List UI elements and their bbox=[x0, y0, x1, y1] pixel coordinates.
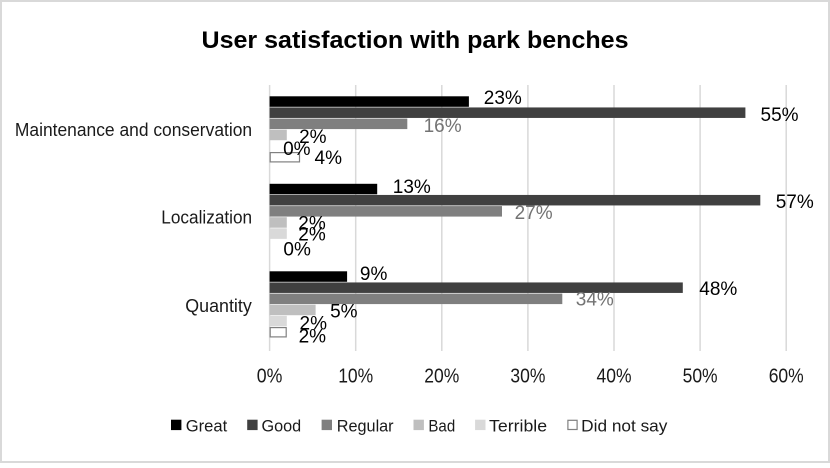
svg-text:Great: Great bbox=[186, 416, 228, 435]
svg-text:Terrible: Terrible bbox=[489, 416, 547, 435]
svg-text:4%: 4% bbox=[315, 148, 343, 169]
svg-text:20%: 20% bbox=[424, 366, 459, 388]
svg-text:2%: 2% bbox=[298, 225, 326, 246]
svg-text:55%: 55% bbox=[761, 105, 799, 126]
svg-text:Did not say: Did not say bbox=[581, 416, 668, 435]
svg-text:40%: 40% bbox=[597, 366, 632, 388]
svg-text:Bad: Bad bbox=[428, 416, 455, 435]
svg-text:16%: 16% bbox=[424, 116, 462, 137]
svg-text:48%: 48% bbox=[699, 279, 737, 300]
svg-text:2%: 2% bbox=[298, 214, 326, 235]
svg-text:0%: 0% bbox=[283, 240, 311, 261]
svg-text:27%: 27% bbox=[515, 203, 553, 224]
svg-text:2%: 2% bbox=[299, 326, 327, 347]
svg-text:50%: 50% bbox=[683, 366, 718, 388]
svg-text:23%: 23% bbox=[484, 88, 522, 109]
svg-text:User satisfaction with park be: User satisfaction with park benches bbox=[202, 27, 629, 54]
svg-text:Good: Good bbox=[262, 416, 302, 435]
svg-text:Localization: Localization bbox=[161, 207, 252, 227]
svg-text:2%: 2% bbox=[300, 314, 328, 335]
svg-text:5%: 5% bbox=[330, 301, 358, 322]
svg-text:60%: 60% bbox=[769, 366, 804, 388]
svg-text:0%: 0% bbox=[257, 366, 283, 388]
svg-text:2%: 2% bbox=[299, 127, 327, 148]
svg-text:13%: 13% bbox=[393, 177, 431, 198]
svg-text:Maintenance and conservation: Maintenance and conservation bbox=[15, 120, 252, 140]
svg-text:9%: 9% bbox=[360, 264, 388, 285]
svg-text:Regular: Regular bbox=[337, 416, 394, 435]
svg-text:30%: 30% bbox=[510, 366, 545, 388]
svg-text:Quantity: Quantity bbox=[185, 296, 252, 316]
svg-text:57%: 57% bbox=[776, 192, 814, 213]
svg-text:34%: 34% bbox=[576, 290, 614, 311]
svg-text:10%: 10% bbox=[338, 366, 373, 388]
svg-text:0%: 0% bbox=[283, 139, 311, 160]
